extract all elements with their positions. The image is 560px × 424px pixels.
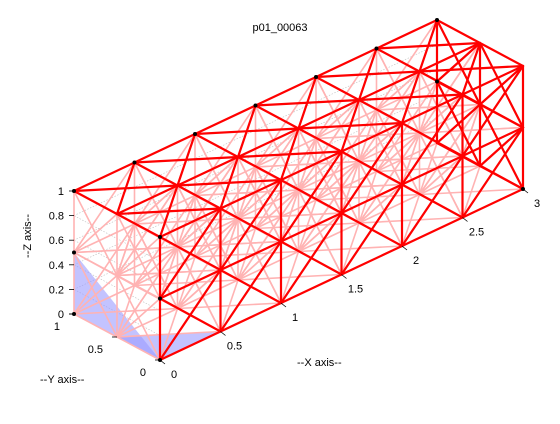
x-axis-label: --X axis-- [297, 357, 342, 369]
y-axis-label: --Y axis-- [40, 374, 84, 386]
z-tick-label: 1 [58, 186, 64, 198]
node-point [158, 235, 162, 239]
x-tick-label: 2.5 [469, 227, 484, 239]
node-point [72, 251, 76, 255]
x-tick-label: 1.5 [348, 284, 363, 296]
y-tick-label: 0 [140, 367, 146, 379]
z-tick-label: 0 [58, 309, 64, 321]
node-point [375, 47, 379, 51]
node-point [193, 132, 197, 136]
plot-title: p01_00063 [0, 22, 560, 34]
tick-mark [221, 332, 226, 336]
z-tick-label: 0.8 [49, 211, 64, 223]
node-point [254, 104, 258, 108]
tick-mark [342, 275, 347, 279]
node-point [133, 161, 137, 165]
tick-mark [281, 303, 286, 307]
z-tick-label: 0.4 [49, 260, 64, 272]
x-tick-label: 3 [534, 198, 540, 210]
tick-mark [402, 246, 407, 250]
node-point [435, 80, 439, 84]
x-tick-label: 0 [171, 369, 177, 381]
z-tick-label: 0.2 [49, 284, 64, 296]
x-tick-label: 1 [292, 312, 298, 324]
x-tick-label: 0.5 [227, 341, 242, 353]
z-axis-label: --Z axis-- [22, 214, 34, 258]
tick-mark [523, 189, 528, 193]
tick-mark [463, 218, 468, 222]
x-tick-label: 2 [413, 255, 419, 267]
y-tick-label: 1 [54, 321, 60, 333]
tick-mark [160, 360, 165, 364]
z-tick-label: 0.6 [49, 235, 64, 247]
node-point [314, 75, 318, 79]
node-point [158, 297, 162, 301]
y-tick-label: 0.5 [88, 344, 103, 356]
